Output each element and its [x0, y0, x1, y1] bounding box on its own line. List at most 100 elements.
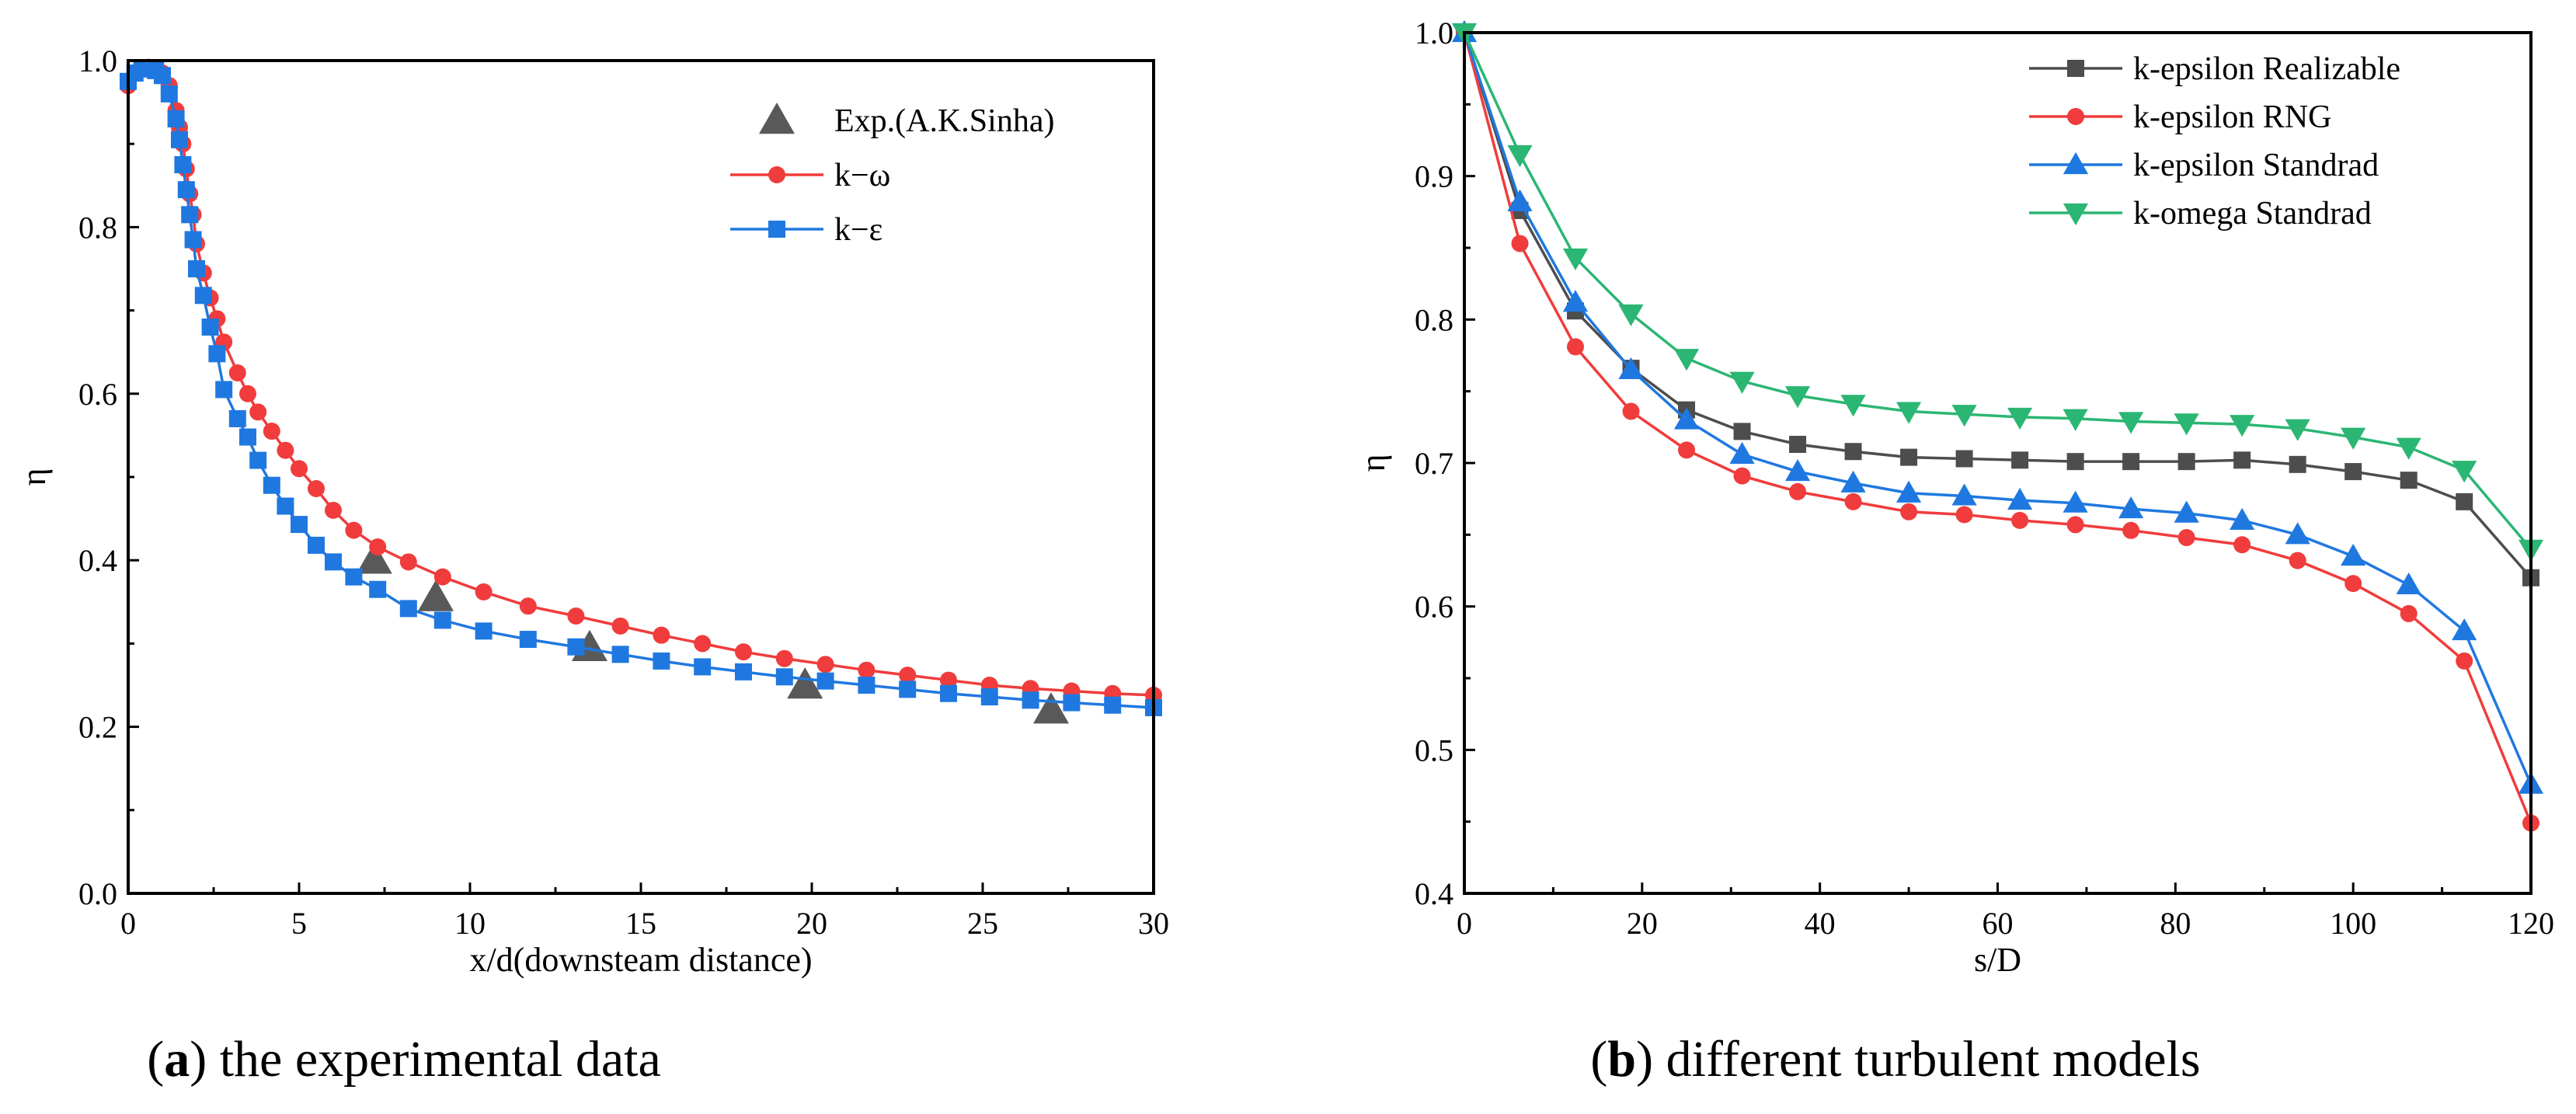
data-point [1733, 423, 1751, 440]
data-point [2341, 427, 2366, 450]
data-point [1507, 189, 1533, 211]
data-point [694, 635, 712, 653]
data-point [735, 643, 752, 661]
x-tick-label: 0 [120, 906, 136, 941]
data-point [775, 649, 793, 667]
data-point [1063, 694, 1081, 712]
data-point [2400, 472, 2418, 489]
data-point [1733, 467, 1751, 485]
data-point [1673, 407, 1700, 430]
data-point [1895, 402, 1922, 424]
series-2 [120, 60, 1162, 716]
panel-a: 0 5 10 15 20 25 30 0.0 0.2 0.4 0.6 0.8 1.0 x/d(downst… [15, 44, 1169, 979]
data-point [2285, 419, 2310, 441]
data-point [1900, 448, 1918, 466]
data-point [2452, 618, 2477, 641]
data-point [277, 497, 294, 515]
data-point [653, 626, 670, 644]
legend-entry: Exp.(A.K.Sinha) [834, 103, 1054, 139]
data-point [611, 646, 629, 663]
data-point [2011, 511, 2029, 529]
data-point [940, 671, 957, 689]
series-0 [1456, 24, 2539, 587]
data-point [899, 667, 917, 684]
data-point [177, 181, 195, 199]
y-tick-label: 0.4 [78, 543, 117, 578]
panel-b: 0 20 40 60 80 100 120 0.4 0.5 0.6 0.7 0.8 0.9 1.0 s/D η… [1354, 16, 2554, 979]
data-point [325, 553, 342, 571]
data-point [2289, 552, 2306, 569]
data-point [345, 568, 363, 586]
series-line [1463, 32, 2532, 550]
data-point [694, 658, 712, 676]
data-point [1895, 480, 1922, 503]
data-point [519, 631, 537, 649]
x-tick-label: 20 [796, 906, 827, 941]
data-point [2452, 461, 2477, 483]
series-1 [120, 58, 1162, 704]
data-point [1789, 482, 1807, 500]
data-point [1567, 338, 1585, 356]
x-tick-label: 5 [291, 906, 307, 941]
y-tick-label: 0.5 [1415, 733, 1453, 768]
data-point [369, 538, 387, 556]
data-point [215, 381, 233, 399]
data-point [1844, 443, 1862, 461]
data-point [1955, 506, 1973, 524]
data-point [1622, 402, 1640, 420]
data-point [2174, 413, 2199, 436]
data-point [171, 131, 188, 148]
data-point [188, 260, 205, 277]
data-point [2011, 451, 2029, 469]
data-point [1618, 357, 1644, 380]
data-point [816, 656, 834, 674]
y-axis-label: η [1354, 454, 1392, 472]
data-point [775, 668, 793, 686]
x-tick-label: 80 [2160, 906, 2191, 941]
legend: Exp.(A.K.Sinha) k−ω k−ε [730, 103, 1054, 248]
x-tick-label: 20 [1627, 906, 1658, 941]
data-point [1104, 696, 1122, 714]
data-point [1678, 441, 1696, 459]
data-point [858, 661, 875, 679]
x-tick-label: 40 [1805, 906, 1836, 941]
data-point [184, 231, 202, 249]
data-point [356, 542, 392, 574]
data-point [2122, 453, 2140, 471]
x-axis-label: x/d(downsteam distance) [469, 941, 812, 979]
data-point [1955, 450, 1973, 468]
series-1 [1456, 24, 2539, 832]
data-point [228, 409, 246, 427]
data-point [1900, 503, 1918, 520]
data-point [2122, 521, 2140, 539]
data-point [263, 423, 280, 440]
data-point [160, 85, 178, 103]
data-point [1562, 248, 1589, 271]
x-tick-label: 25 [967, 906, 998, 941]
data-point [2400, 604, 2418, 622]
data-point [1033, 692, 1069, 724]
data-point [1789, 435, 1807, 453]
data-point [399, 600, 417, 618]
data-point [1562, 290, 1589, 312]
legend-marker [759, 103, 795, 134]
data-point [1840, 395, 1866, 417]
data-point [2233, 451, 2251, 469]
x-tick-label: 100 [2330, 906, 2376, 941]
data-point [2345, 575, 2362, 593]
data-point [2456, 652, 2473, 670]
legend-marker [2063, 151, 2089, 175]
data-point [1784, 386, 1811, 409]
data-point [263, 476, 280, 494]
data-point [980, 688, 998, 706]
data-point [653, 652, 670, 670]
data-point [228, 364, 246, 381]
data-point [1511, 235, 1529, 252]
caption-b-letter: b [1607, 1031, 1636, 1088]
data-point [735, 663, 752, 681]
legend-entry: k-epsilon Standrad [2133, 148, 2379, 183]
y-tick-label: 0.9 [1415, 159, 1453, 194]
y-tick-label: 0.8 [1415, 302, 1453, 337]
legend: k-epsilon Realizable k-epsilon RNG k-epsil… [2029, 51, 2400, 232]
data-point [2177, 453, 2195, 471]
